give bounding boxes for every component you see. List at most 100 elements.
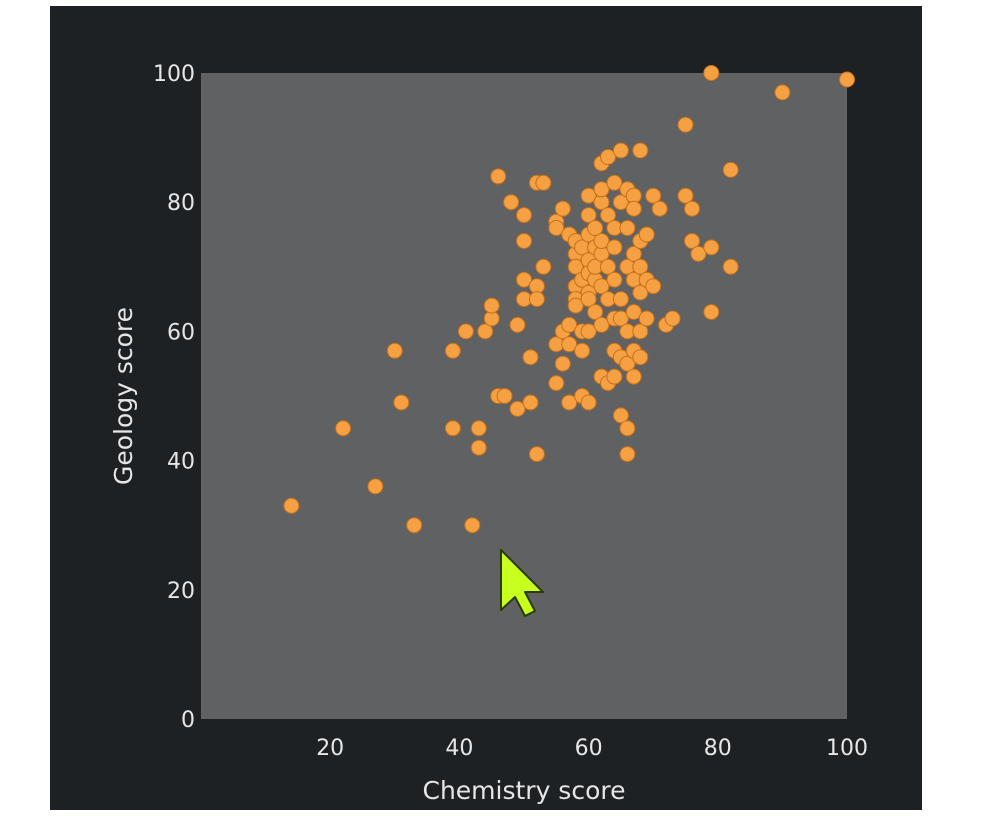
data-point [574, 342, 591, 359]
y-tick-label: 20 [167, 579, 195, 604]
data-point [483, 297, 500, 314]
data-point [606, 271, 623, 288]
data-point [580, 207, 597, 224]
data-point [600, 149, 616, 165]
data-point [677, 116, 694, 133]
data-point [548, 220, 565, 236]
data-point [839, 71, 855, 88]
data-point [612, 310, 629, 327]
data-point [619, 355, 636, 372]
data-point [684, 200, 700, 217]
scatter-chart: 0 20 40 60 80 100 20 40 60 80 100 Chemistry score… [109, 62, 868, 805]
data-point [722, 258, 739, 275]
data-point [567, 297, 584, 314]
data-point [774, 84, 791, 101]
data-point [580, 291, 597, 308]
points-layer [283, 65, 855, 534]
data-point [516, 207, 532, 224]
plot-area [201, 73, 847, 719]
x-tick-label: 100 [826, 736, 868, 761]
data-point [490, 168, 507, 185]
data-point [703, 304, 720, 320]
data-point [561, 394, 578, 411]
data-point [386, 342, 403, 359]
data-point [625, 245, 642, 262]
data-point [522, 349, 539, 366]
data-point [638, 310, 655, 327]
y-axis-label: Geology score [109, 307, 138, 485]
data-point [632, 142, 649, 159]
data-point [632, 258, 649, 275]
data-point [632, 323, 649, 340]
data-point [632, 284, 649, 301]
data-point [335, 420, 352, 437]
data-point [638, 226, 655, 243]
x-axis-label: Chemistry score [422, 776, 625, 805]
arrow-pointer-icon [500, 549, 544, 617]
data-point [554, 355, 571, 372]
data-point [587, 304, 604, 320]
data-point [722, 161, 739, 178]
data-point [645, 278, 662, 295]
y-tick-label: 60 [167, 320, 195, 345]
data-point [645, 187, 662, 204]
data-point [684, 233, 700, 249]
data-point [703, 65, 720, 81]
data-point [561, 336, 578, 353]
data-point [406, 517, 423, 534]
data-point [509, 316, 526, 333]
data-point [393, 394, 410, 411]
data-point [516, 271, 532, 288]
data-point [606, 368, 623, 385]
data-point [690, 245, 707, 262]
data-point [593, 181, 610, 198]
data-point [548, 375, 565, 392]
y-tick-label: 80 [167, 191, 195, 216]
data-point [444, 342, 461, 359]
data-point [593, 278, 610, 295]
data-point [522, 394, 539, 411]
data-point [580, 187, 597, 204]
y-tick-label: 40 [167, 450, 195, 475]
data-point [612, 291, 629, 308]
data-point [477, 323, 494, 340]
data-point [612, 142, 629, 159]
data-point [528, 446, 545, 463]
data-point [470, 420, 487, 437]
data-point [600, 258, 616, 275]
data-point [528, 291, 545, 308]
x-tick-label: 20 [316, 736, 344, 761]
y-tick-label: 100 [153, 62, 195, 87]
data-point [625, 368, 642, 385]
data-point [600, 207, 616, 224]
data-point [561, 316, 578, 333]
data-point [367, 478, 384, 495]
data-point [606, 239, 623, 256]
data-point [677, 187, 694, 204]
y-tick-labels: 0 20 40 60 80 100 [153, 62, 195, 733]
data-point [535, 174, 552, 191]
data-point [664, 310, 681, 327]
y-tick-label: 0 [181, 708, 195, 733]
data-point [464, 517, 481, 534]
data-point [567, 258, 584, 275]
data-point [703, 239, 720, 256]
data-point [625, 304, 642, 320]
data-point [587, 220, 604, 236]
data-point [444, 420, 461, 437]
data-point [593, 316, 610, 333]
x-tick-label: 60 [575, 736, 603, 761]
data-point [283, 497, 300, 514]
data-point [509, 400, 526, 417]
data-point [619, 420, 636, 437]
data-point [632, 349, 649, 366]
data-point [619, 220, 636, 236]
chart-frame: 0 20 40 60 80 100 20 40 60 80 100 Chemistry score… [50, 6, 922, 810]
data-point [625, 200, 642, 217]
data-point [606, 174, 623, 191]
x-tick-labels: 20 40 60 80 100 [316, 736, 868, 761]
data-point [496, 388, 513, 404]
data-point [651, 200, 668, 217]
data-point [457, 323, 474, 340]
data-point [612, 407, 629, 424]
